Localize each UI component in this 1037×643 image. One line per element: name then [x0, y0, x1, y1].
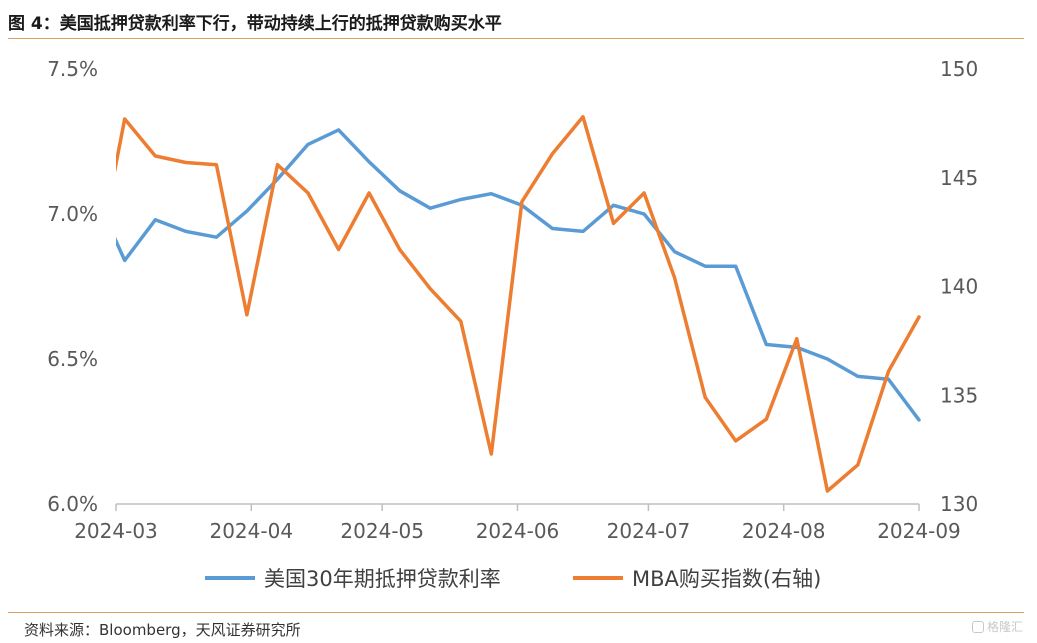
chart: 2024-03 2024-04 2024-05 2024-06 2024-07 2024-… [47, 57, 978, 591]
y-right-tick-label: 140 [940, 275, 978, 299]
watermark-text: 格隆汇 [986, 620, 1023, 634]
mba-purchase-index-series-line [116, 115, 921, 493]
x-tick-label: 2024-06 [476, 519, 560, 543]
y-left-tick-label: 6.0% [47, 492, 98, 516]
x-tick-label: 2024-04 [209, 519, 293, 543]
source-note: 资料来源：Bloomberg，天风证券研究所 [24, 621, 301, 639]
watermark-logo-icon [971, 620, 984, 633]
y-right-tick-label: 130 [940, 492, 978, 516]
x-tick-label: 2024-09 [877, 519, 961, 543]
y-right-tick-label: 145 [940, 166, 978, 190]
figure-title: 图 4：美国抵押贷款利率下行，带动持续上行的抵押贷款购买水平 [8, 14, 502, 34]
x-tick-label: 2024-08 [742, 519, 826, 543]
y-left-tick-label: 7.5% [47, 57, 98, 81]
watermark: 格隆汇 [971, 618, 1023, 635]
mortgage-rate-series-line [116, 128, 921, 422]
legend-label-mba-index: MBA购买指数(右轴) [632, 567, 821, 591]
axes: 2024-03 2024-04 2024-05 2024-06 2024-07 2024-… [47, 57, 978, 543]
source-divider [8, 612, 1024, 613]
x-tick-label: 2024-05 [340, 519, 424, 543]
legend: 美国30年期抵押贷款利率 MBA购买指数(右轴) [205, 567, 821, 591]
x-tick-label: 2024-03 [74, 519, 158, 543]
y-left-tick-label: 6.5% [47, 347, 98, 371]
y-right-tick-label: 150 [940, 57, 978, 81]
title-divider [8, 38, 1024, 39]
x-tick-label: 2024-07 [607, 519, 691, 543]
y-right-tick-label: 135 [940, 383, 978, 407]
series-layer [116, 115, 921, 493]
legend-label-mortgage-rate: 美国30年期抵押贷款利率 [264, 567, 501, 591]
y-left-tick-label: 7.0% [47, 202, 98, 226]
